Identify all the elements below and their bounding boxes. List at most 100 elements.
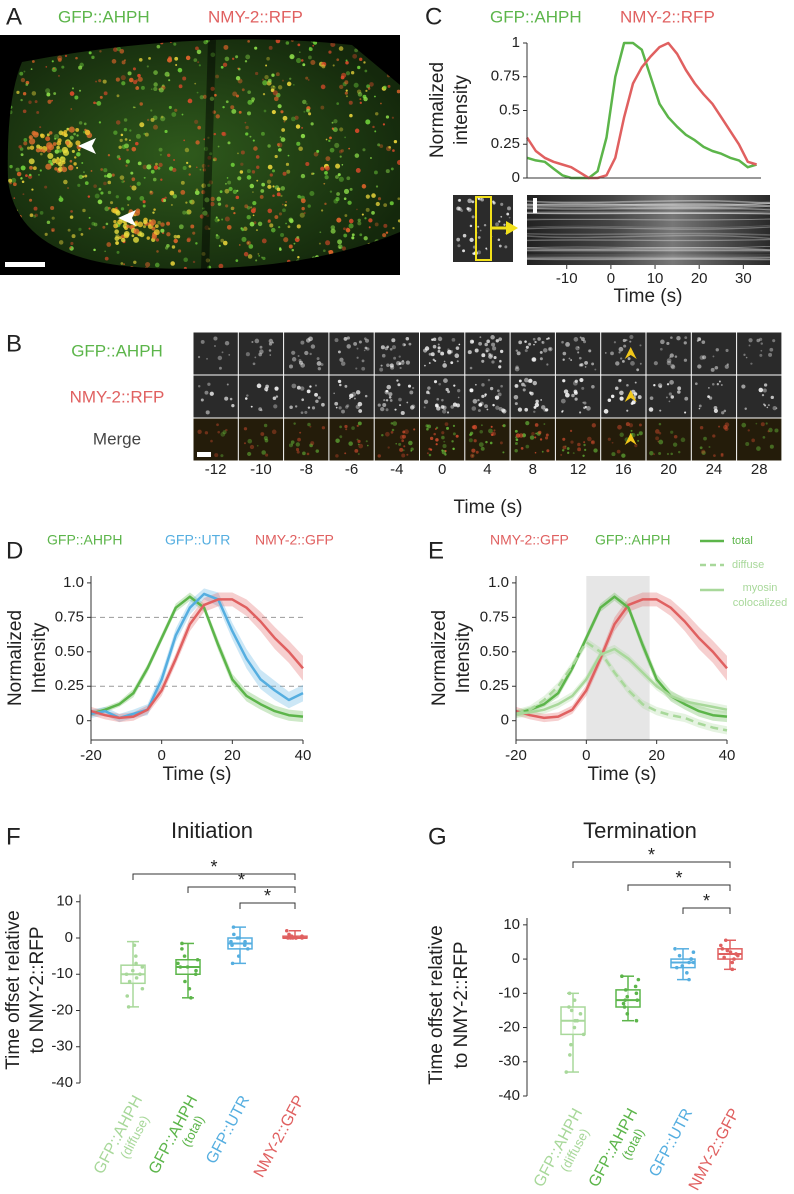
- frame-punctum: [449, 350, 454, 354]
- punctum: [256, 179, 259, 182]
- punctum: [114, 229, 119, 235]
- significance-bracket: [627, 884, 731, 891]
- punctum: [142, 164, 148, 170]
- significance-bracket: [132, 873, 296, 880]
- punctum: [194, 119, 199, 124]
- punctum: [338, 176, 344, 182]
- frame-punctum: [273, 404, 278, 409]
- punctum: [173, 238, 178, 244]
- punctum: [20, 177, 23, 180]
- frame-punctum: [531, 357, 537, 362]
- frame-punctum: [354, 448, 359, 453]
- punctum: [35, 132, 39, 136]
- frame-punctum: [574, 397, 578, 401]
- punctum: [262, 256, 266, 260]
- frame-punctum: [320, 363, 324, 367]
- frame-punctum: [437, 349, 441, 353]
- frame-punctum: [701, 340, 706, 344]
- punctum: [30, 68, 33, 71]
- punctum: [377, 143, 381, 147]
- frame-punctum: [355, 390, 361, 395]
- row-label: GFP::AHPH: [71, 341, 163, 360]
- frame-punctum: [402, 430, 406, 434]
- frame-punctum: [345, 405, 349, 409]
- frame-punctum: [501, 409, 507, 414]
- punctum: [121, 144, 127, 150]
- data-point: [723, 938, 728, 943]
- punctum: [135, 133, 141, 139]
- frame-punctum: [758, 337, 763, 341]
- frame-punctum: [385, 399, 389, 402]
- streak: [526, 203, 771, 208]
- punctum: [207, 136, 210, 139]
- frame-punctum: [531, 431, 535, 436]
- data-point: [564, 1070, 569, 1074]
- frame-punctum: [436, 397, 440, 401]
- punctum: [364, 217, 367, 220]
- error-band: [91, 592, 303, 723]
- punctum: [357, 221, 362, 226]
- y-axis-label: to NMY-2::RFP: [451, 941, 472, 1068]
- punctum: [287, 225, 291, 229]
- time-label: -8: [300, 461, 313, 478]
- frame-punctum: [560, 453, 563, 456]
- frame-punctum: [357, 421, 362, 426]
- punctum: [87, 195, 91, 198]
- punctum: [385, 115, 390, 119]
- frame-punctum: [629, 340, 632, 343]
- frame-punctum: [426, 390, 430, 395]
- punctum: [506, 212, 510, 216]
- punctum: [102, 225, 106, 229]
- x-axis-label: Time (s): [163, 764, 232, 785]
- punctum: [20, 165, 26, 171]
- punctum: [220, 65, 224, 69]
- punctum: [88, 216, 91, 219]
- frame-punctum: [389, 363, 394, 368]
- frame-punctum: [307, 406, 311, 409]
- punctum: [204, 225, 210, 230]
- punctum: [250, 206, 253, 209]
- punctum: [51, 60, 54, 63]
- punctum: [106, 172, 112, 179]
- punctum: [371, 211, 375, 215]
- streak: [526, 203, 771, 206]
- punctum: [150, 88, 153, 91]
- highlight-region: [586, 576, 650, 740]
- frame-punctum: [496, 389, 500, 393]
- x-tick-label: -20: [505, 747, 527, 764]
- frame-punctum: [334, 338, 339, 343]
- punctum: [174, 108, 178, 112]
- frame-punctum: [748, 338, 753, 343]
- punctum: [52, 67, 55, 70]
- frame-punctum: [263, 436, 268, 441]
- punctum: [208, 180, 213, 185]
- punctum: [345, 59, 348, 62]
- punctum: [88, 227, 91, 230]
- frame-punctum: [433, 432, 436, 436]
- frame-punctum: [657, 383, 663, 388]
- punctum: [206, 214, 210, 218]
- frame-punctum: [452, 424, 456, 428]
- frame-punctum: [518, 340, 523, 345]
- frame-punctum: [410, 449, 413, 452]
- punctum: [313, 151, 319, 157]
- frame-punctum: [486, 339, 490, 344]
- punctum: [23, 70, 26, 73]
- significance-label: *: [703, 891, 710, 911]
- frame-punctum: [621, 359, 625, 363]
- frame-punctum: [473, 439, 477, 443]
- frame-punctum: [499, 349, 504, 354]
- punctum: [126, 224, 130, 229]
- frame-punctum: [447, 349, 452, 355]
- significance-label: *: [675, 868, 682, 888]
- punctum: [134, 210, 141, 216]
- punctum: [91, 221, 96, 226]
- punctum: [58, 240, 64, 245]
- punctum: [149, 190, 154, 195]
- data-point: [138, 972, 142, 977]
- data-point: [685, 970, 689, 975]
- punctum: [180, 190, 186, 195]
- punctum: [354, 128, 360, 133]
- punctum: [289, 54, 295, 60]
- punctum: [28, 100, 32, 104]
